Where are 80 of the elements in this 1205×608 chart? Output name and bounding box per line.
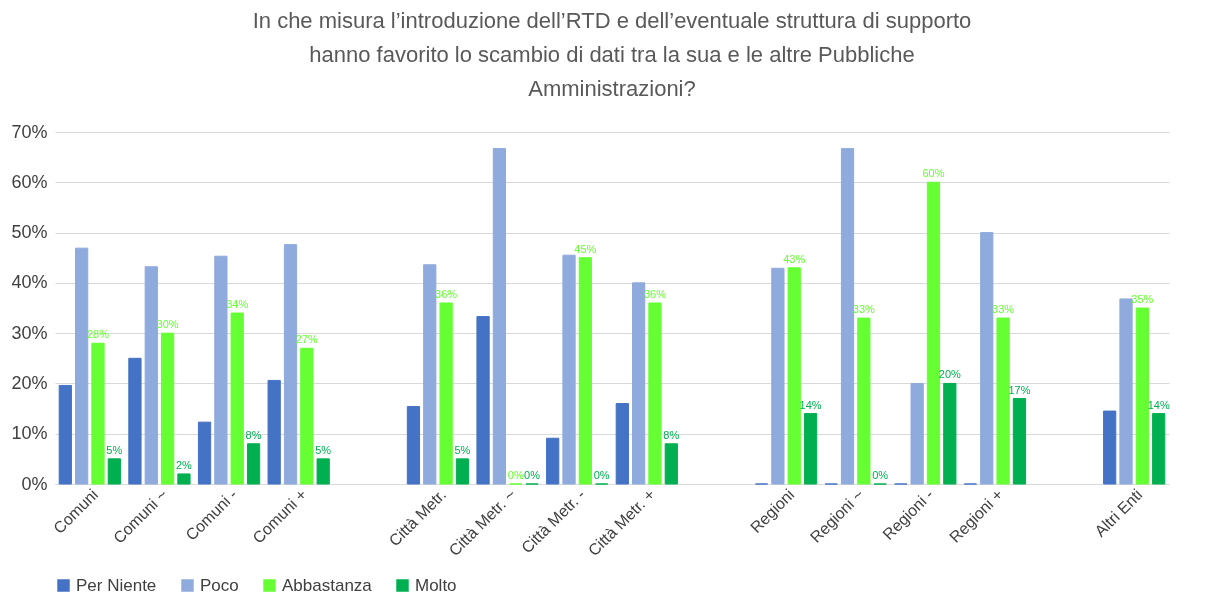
- y-tick-label: 70%: [11, 121, 48, 142]
- y-tick-label: 20%: [11, 372, 48, 393]
- bar: [857, 317, 871, 485]
- bar: [980, 232, 994, 485]
- bar: [316, 458, 330, 485]
- bar: [632, 282, 646, 485]
- data-label: 2%: [175, 458, 193, 471]
- data-label: 36%: [435, 287, 458, 300]
- bar: [1119, 298, 1133, 485]
- legend-label: Molto: [415, 575, 457, 595]
- x-tick-label: Altri Enti: [1091, 485, 1146, 540]
- bar: [803, 413, 818, 485]
- bar: [910, 382, 924, 485]
- y-tick-label: 40%: [11, 272, 48, 293]
- data-label: 5%: [315, 443, 332, 456]
- bar: [107, 458, 121, 485]
- y-tick-label: 30%: [11, 322, 48, 343]
- data-label: 34%: [226, 298, 249, 311]
- data-label: 0%: [507, 469, 524, 481]
- bar: [197, 421, 212, 485]
- bar: [214, 255, 228, 485]
- bar: [996, 317, 1010, 485]
- data-label: 5%: [106, 443, 123, 456]
- bar: [476, 316, 490, 485]
- data-label: 28%: [86, 328, 110, 341]
- bar: [1012, 398, 1027, 485]
- bar: [406, 406, 421, 485]
- data-label: 0%: [593, 469, 610, 481]
- bar: [58, 384, 72, 485]
- bar: [128, 357, 142, 485]
- data-label: 33%: [852, 303, 876, 316]
- data-label: 0%: [872, 469, 889, 481]
- bar: [615, 403, 629, 485]
- bar: [283, 244, 298, 485]
- legend-label: Abbastanza: [282, 575, 373, 595]
- legend-label: Per Niente: [76, 575, 157, 595]
- legend-label: Poco: [200, 575, 239, 595]
- bar: [1152, 413, 1166, 485]
- bar: [177, 473, 191, 485]
- chart-title: In che misura l’introduzione dell’RTD e dell’eventuale struttura di supporto hanno favorito lo scambio di dati tra la sua e le altre Pubbliche Amministrazioni?: [252, 8, 972, 101]
- data-label: 5%: [454, 443, 471, 456]
- data-label: 30%: [156, 318, 179, 331]
- bar: [771, 267, 785, 485]
- bar: [246, 443, 261, 485]
- bar: [648, 302, 662, 485]
- bar: [664, 443, 678, 485]
- bar: [578, 257, 592, 485]
- data-label: 8%: [245, 428, 262, 441]
- data-label: 8%: [663, 428, 680, 441]
- bar: [91, 342, 105, 485]
- y-tick-label: 0%: [21, 473, 48, 494]
- data-label: 36%: [643, 287, 667, 300]
- bar: [300, 347, 314, 485]
- data-label: 43%: [783, 252, 806, 265]
- bar: [144, 266, 158, 485]
- data-label: 27%: [295, 333, 319, 346]
- data-label: 60%: [922, 167, 945, 180]
- bar: [423, 264, 437, 485]
- y-tick-label: 10%: [11, 423, 48, 444]
- data-label: 0%: [524, 469, 541, 481]
- bar: [546, 437, 560, 485]
- bar: [455, 458, 470, 485]
- bar: [787, 267, 801, 485]
- bar: [75, 247, 89, 485]
- bar: [926, 181, 941, 485]
- bar: [230, 312, 244, 485]
- data-label: 35%: [1131, 293, 1154, 305]
- bar: [1103, 410, 1117, 485]
- bar: [943, 382, 957, 485]
- data-label: 45%: [574, 242, 597, 255]
- bar: [492, 148, 507, 485]
- y-tick-label: 50%: [11, 222, 48, 243]
- bar: [840, 148, 855, 485]
- bar: [267, 379, 281, 485]
- bar: [1135, 307, 1149, 485]
- bar: [160, 332, 175, 485]
- y-tick-label: 60%: [11, 171, 48, 192]
- bar: [562, 254, 576, 485]
- bar: [439, 302, 453, 485]
- data-label: 33%: [992, 303, 1015, 316]
